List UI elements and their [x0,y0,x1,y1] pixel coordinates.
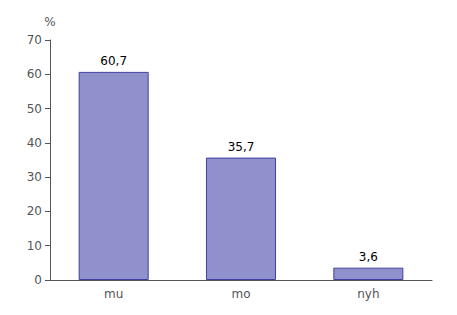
svg-text:10: 10 [27,239,42,253]
svg-text:60,7: 60,7 [100,54,127,68]
svg-text:50: 50 [27,102,42,116]
svg-text:nyh: nyh [357,287,379,301]
svg-text:0: 0 [34,273,42,287]
svg-text:70: 70 [27,33,42,47]
svg-text:mo: mo [231,287,250,301]
svg-text:30: 30 [27,170,42,184]
svg-text:3,6: 3,6 [359,250,378,264]
svg-text:35,7: 35,7 [228,140,255,154]
svg-text:%: % [44,15,55,29]
svg-text:mu: mu [104,287,123,301]
svg-text:20: 20 [27,204,42,218]
svg-text:60: 60 [27,67,42,81]
svg-text:40: 40 [27,136,42,150]
